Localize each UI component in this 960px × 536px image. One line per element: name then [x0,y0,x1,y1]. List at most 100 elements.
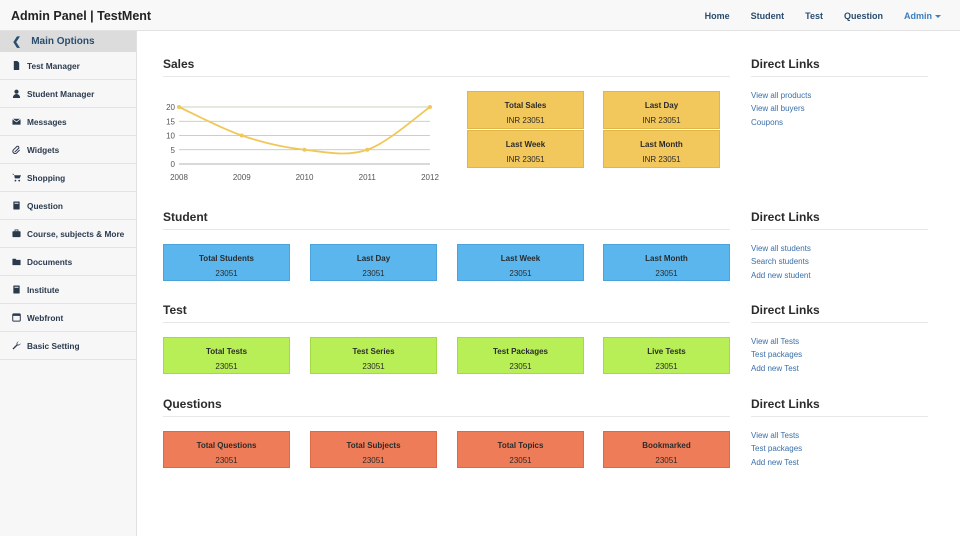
sidebar-item-documents[interactable]: Documents [0,248,136,276]
sidebar-item-label: Documents [27,256,73,267]
link-test-packages[interactable]: Test packages [751,350,803,360]
card-label: Last Day [356,254,391,263]
card-total-questions[interactable]: Total Questions 23051 [163,431,290,468]
chevron-left-icon: ❮ [12,36,22,48]
top-navbar: Admin Panel | TestMent Home Student Test… [0,0,960,31]
sidebar-item-label: Student Manager [27,88,95,99]
sidebar-item-label: Course, subjects & More [27,228,125,239]
test-title: Test [163,303,187,317]
x-tick-label: 2012 [421,173,439,182]
card-label: Live Tests [647,347,686,356]
cart-icon [12,173,21,182]
sales-line-chart: 0 5 10 15 20 2008 2009 2010 2011 2012 [166,103,439,182]
card-test-packages[interactable]: Test Packages 23051 [457,337,584,374]
y-tick-label: 20 [166,103,175,112]
sidebar-header[interactable]: ❮ Main Options [0,31,136,52]
link-test-packages[interactable]: Test packages [751,444,803,454]
divider [163,322,730,323]
folder-icon [12,257,21,266]
card-label: Total Questions [196,441,257,450]
nav-student[interactable]: Student [750,10,785,21]
admin-dropdown[interactable]: Admin [904,11,941,21]
link-add-new-student[interactable]: Add new student [751,270,811,280]
divider [163,229,730,230]
sidebar-item-widgets[interactable]: Widgets [0,136,136,164]
card-sales-last-day[interactable]: Last Day INR 23051 [603,91,720,129]
link-search-students[interactable]: Search students [751,257,809,267]
sales-series-points [177,105,432,152]
sidebar: ❮ Main Options Test Manager Student Mana… [0,31,137,536]
sales-title: Sales [163,57,195,71]
sidebar-item-course[interactable]: Course, subjects & More [0,220,136,248]
x-tick-label: 2010 [296,173,314,182]
card-value: 23051 [509,269,532,278]
divider [163,416,730,417]
data-point [428,105,432,109]
x-tick-label: 2009 [233,173,251,182]
card-total-sales[interactable]: Total Sales INR 23051 [467,91,584,129]
card-total-students[interactable]: Total Students 23051 [163,244,290,281]
link-coupons[interactable]: Coupons [751,117,784,127]
card-test-series[interactable]: Test Series 23051 [310,337,437,374]
direct-links-title: Direct Links [751,303,820,317]
card-value: INR 23051 [642,155,681,164]
divider [751,229,928,230]
card-sales-last-week[interactable]: Last Week INR 23051 [467,130,584,168]
sidebar-header-label: Main Options [31,36,95,47]
link-view-all-students[interactable]: View all students [751,244,811,253]
nav-home[interactable]: Home [704,10,730,21]
divider [751,322,928,323]
card-value: INR 23051 [506,155,545,164]
card-student-last-day[interactable]: Last Day 23051 [310,244,437,281]
card-label: Total Sales [504,101,547,110]
card-total-tests[interactable]: Total Tests 23051 [163,337,290,374]
questions-direct-links: View all Tests Test packages Add new Tes… [751,429,802,469]
y-tick-label: 10 [166,132,175,141]
link-view-all-products[interactable]: View all products [751,91,812,100]
sidebar-item-student-manager[interactable]: Student Manager [0,80,136,108]
sidebar-item-test-manager[interactable]: Test Manager [0,52,136,80]
nav-question[interactable]: Question [843,10,883,21]
direct-links-title: Direct Links [751,210,820,224]
sidebar-item-question[interactable]: Question [0,192,136,220]
sidebar-item-label: Shopping [27,172,66,183]
chart-x-ticks: 2008 2009 2010 2011 2012 [170,173,439,182]
card-label: Total Tests [205,347,248,356]
card-student-last-week[interactable]: Last Week 23051 [457,244,584,281]
direct-links-title: Direct Links [751,397,820,411]
card-value: 23051 [655,269,678,278]
card-student-last-month[interactable]: Last Month 23051 [603,244,730,281]
chart-y-ticks: 0 5 10 15 20 [166,103,175,169]
card-value: 23051 [655,362,678,371]
sidebar-item-label: Messages [27,116,67,127]
card-label: Last Month [640,140,683,149]
student-direct-links: View all students Search students Add ne… [751,242,811,282]
brand-title[interactable]: Admin Panel | TestMent [11,9,152,23]
nav-test[interactable]: Test [805,10,823,21]
card-value: 23051 [362,456,385,465]
divider [163,76,730,77]
link-view-all-tests[interactable]: View all Tests [751,337,800,346]
link-view-all-tests[interactable]: View all Tests [751,431,800,440]
card-live-tests[interactable]: Live Tests 23051 [603,337,730,374]
card-label: Bookmarked [642,441,691,450]
card-sales-last-month[interactable]: Last Month INR 23051 [603,130,720,168]
sidebar-item-label: Basic Setting [27,340,80,351]
link-view-all-buyers[interactable]: View all buyers [751,104,805,114]
sidebar-item-shopping[interactable]: Shopping [0,164,136,192]
caret-down-icon [935,14,941,18]
card-total-subjects[interactable]: Total Subjects 23051 [310,431,437,468]
link-add-new-test[interactable]: Add new Test [751,363,799,373]
y-tick-label: 5 [171,146,176,155]
card-label: Last Week [500,254,541,263]
book-icon [12,285,21,294]
link-add-new-test[interactable]: Add new Test [751,457,799,467]
sidebar-item-webfront[interactable]: Webfront [0,304,136,332]
sidebar-item-messages[interactable]: Messages [0,108,136,136]
card-label: Test Packages [493,347,548,356]
sidebar-item-label: Test Manager [27,60,80,71]
sidebar-item-basic-setting[interactable]: Basic Setting [0,332,136,360]
sidebar-item-institute[interactable]: Institute [0,276,136,304]
card-total-topics[interactable]: Total Topics 23051 [457,431,584,468]
card-bookmarked[interactable]: Bookmarked 23051 [603,431,730,468]
